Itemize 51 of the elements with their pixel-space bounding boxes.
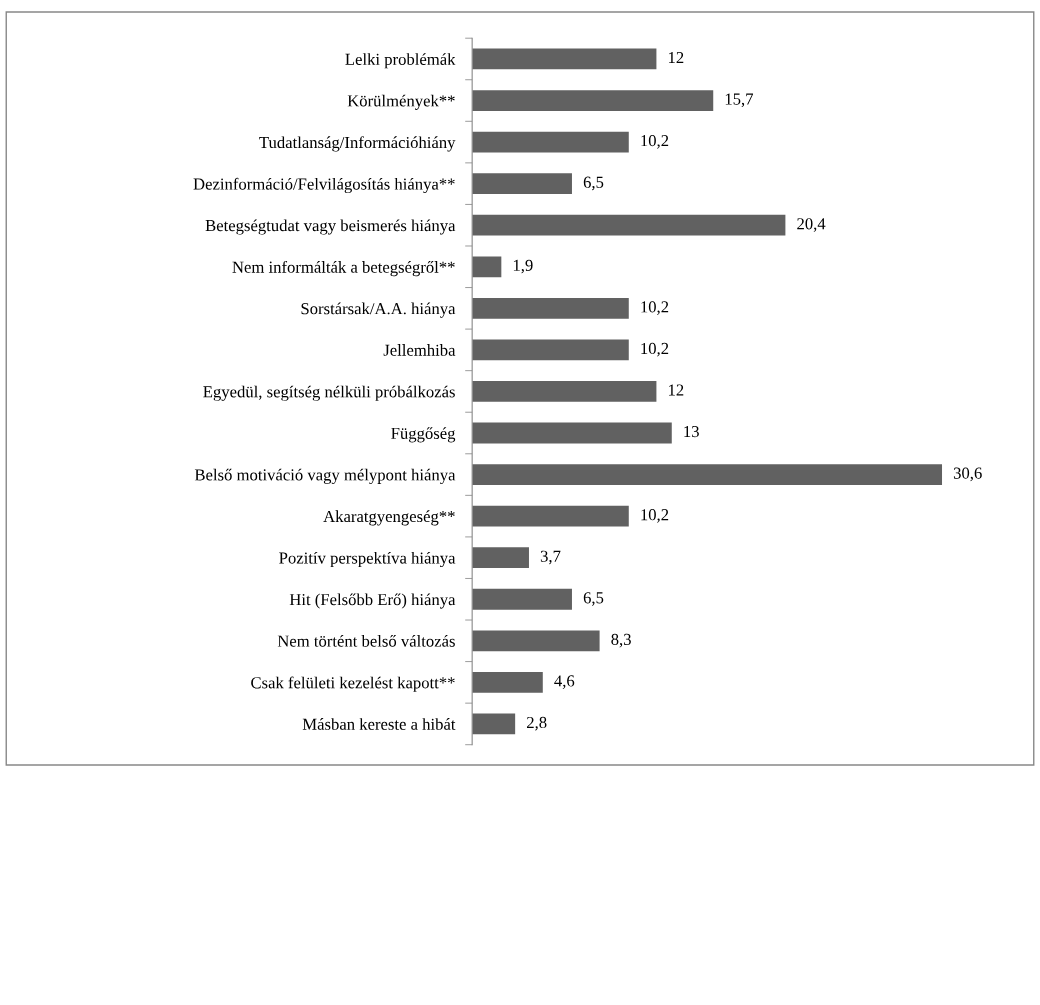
y-tick-label: Egyedül, segítség nélküli próbálkozás [203,385,455,401]
bar [472,505,629,527]
data-label: 3,7 [540,550,561,565]
bar [472,547,529,569]
data-label: 6,5 [583,176,604,191]
bar [472,214,786,236]
bar [472,339,629,361]
data-label: 10,2 [641,301,669,315]
y-tick-label: Sorstársak/A.A. hiánya [301,302,456,318]
data-label: 15,7 [725,93,754,108]
data-label: 13 [684,425,699,438]
y-tick-label: Hit (Felsőbb Erő) hiánya [289,593,456,609]
bar [472,256,502,278]
bar [472,48,657,70]
data-label: 6,5 [583,592,604,606]
data-label: 10,2 [641,342,669,357]
y-tick-label: Másban kereste a hibát [302,718,456,730]
data-label: 2,8 [527,716,547,731]
y-tick-label: Betegségtudat vagy beismerés hiánya [205,219,456,235]
bar [472,588,572,610]
y-tick-label: Belső motiváció vagy mélypont hiánya [194,468,456,484]
data-label: 1,9 [513,259,533,274]
data-label: 10,2 [641,509,669,523]
data-label: 4,6 [554,675,575,689]
y-tick-label: Függőség [391,427,456,443]
bar [472,464,943,485]
bar [472,297,629,319]
bar [472,422,672,444]
bar [472,90,714,111]
y-tick-label: Körülmények** [347,94,455,110]
data-label: 8,3 [611,633,631,648]
y-tick-label: Lelki problémák [345,53,456,69]
bar [472,131,629,153]
y-tick-label: Dezinformáció/Felvilágosítás hiánya** [193,177,455,194]
bar [472,381,657,402]
y-tick-label: Jellemhiba [383,344,456,356]
y-tick-label: Tudatlanság/Információhiány [259,136,456,152]
y-tick-label: Csak felületi kezelést kapott** [251,676,455,692]
y-tick-label: Akaratgyengeség** [323,510,455,526]
bar [472,671,543,693]
bar [472,713,516,735]
bar [472,173,572,195]
data-label: 12 [668,51,684,63]
data-label: 30,6 [953,467,982,482]
data-label: 20,4 [797,218,826,232]
data-label: 12 [668,384,684,396]
y-tick-label: Pozitív perspektíva hiánya [279,551,456,568]
data-label: 10,2 [641,135,669,149]
y-tick-label: Nem történt belső változás [277,635,455,647]
bar [472,630,600,652]
y-tick-label: Nem informálták a betegségről** [232,260,455,277]
